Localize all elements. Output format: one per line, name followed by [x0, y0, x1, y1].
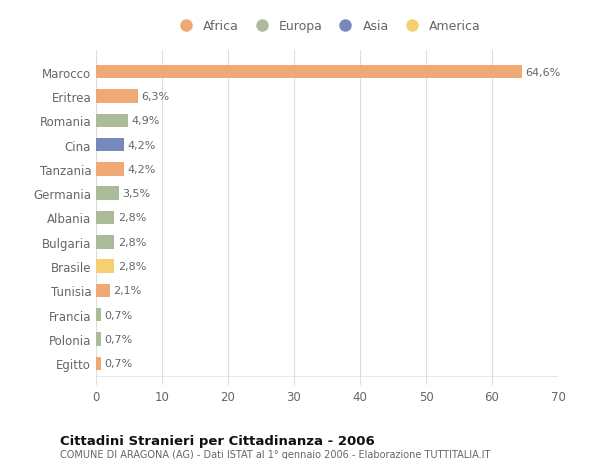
Bar	[96, 357, 101, 370]
Bar	[96, 114, 128, 128]
Text: 64,6%: 64,6%	[526, 67, 561, 78]
Text: 4,2%: 4,2%	[127, 140, 155, 150]
Text: 2,8%: 2,8%	[118, 262, 146, 272]
Text: 0,7%: 0,7%	[104, 335, 132, 344]
Text: 2,8%: 2,8%	[118, 237, 146, 247]
Text: 6,3%: 6,3%	[141, 92, 169, 101]
Bar	[96, 90, 137, 103]
Bar	[96, 187, 119, 201]
Bar	[96, 308, 101, 322]
Text: Cittadini Stranieri per Cittadinanza - 2006: Cittadini Stranieri per Cittadinanza - 2…	[60, 434, 375, 447]
Bar	[96, 163, 124, 176]
Text: 3,5%: 3,5%	[122, 189, 151, 199]
Bar	[96, 235, 115, 249]
Bar	[96, 139, 124, 152]
Bar	[96, 66, 523, 79]
Text: 2,8%: 2,8%	[118, 213, 146, 223]
Text: 0,7%: 0,7%	[104, 358, 132, 369]
Text: 2,1%: 2,1%	[113, 286, 142, 296]
Text: 4,2%: 4,2%	[127, 164, 155, 174]
Bar	[96, 284, 110, 297]
Text: 4,9%: 4,9%	[131, 116, 160, 126]
Text: 0,7%: 0,7%	[104, 310, 132, 320]
Bar	[96, 333, 101, 346]
Bar	[96, 260, 115, 273]
Legend: Africa, Europa, Asia, America: Africa, Europa, Asia, America	[169, 17, 485, 37]
Text: COMUNE DI ARAGONA (AG) - Dati ISTAT al 1° gennaio 2006 - Elaborazione TUTTITALIA: COMUNE DI ARAGONA (AG) - Dati ISTAT al 1…	[60, 449, 490, 459]
Bar	[96, 211, 115, 225]
